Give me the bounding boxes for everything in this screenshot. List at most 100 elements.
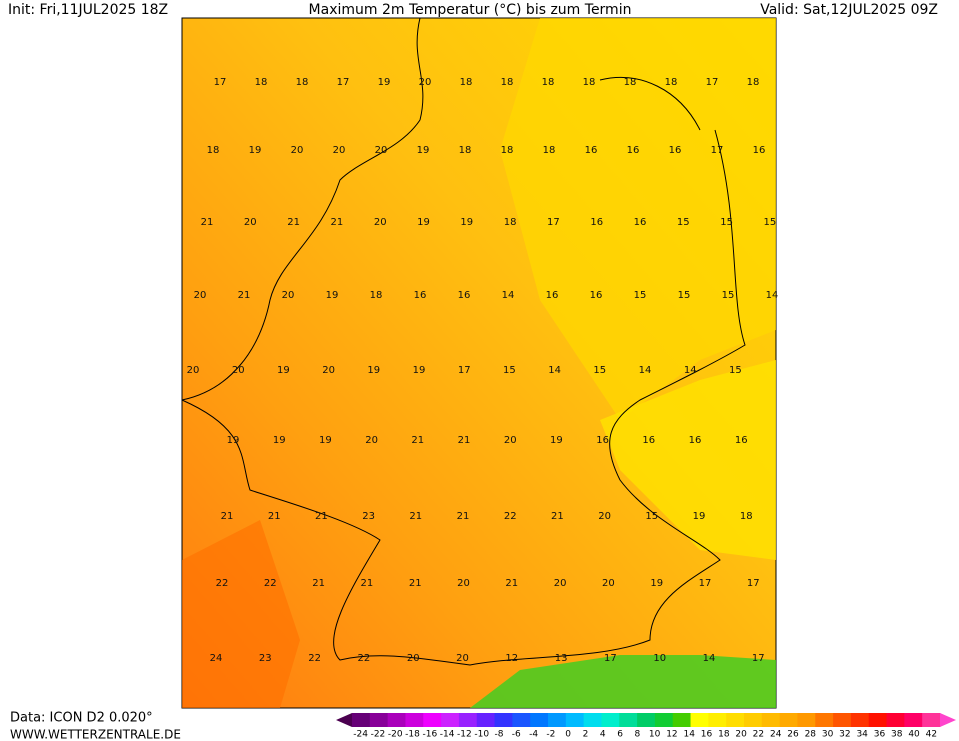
scale-label: -18 xyxy=(405,730,420,740)
station-value: 20 xyxy=(232,365,245,376)
station-value: 21 xyxy=(268,511,281,522)
scale-label: 28 xyxy=(805,730,817,740)
scale-label: 40 xyxy=(908,730,920,740)
station-value: 20 xyxy=(504,435,517,446)
station-value: 19 xyxy=(378,77,391,88)
station-value: 18 xyxy=(459,145,472,156)
scale-box xyxy=(815,713,834,727)
station-value: 22 xyxy=(216,578,229,589)
station-value: 19 xyxy=(693,511,706,522)
scale-label: -2 xyxy=(546,730,555,740)
station-value: 20 xyxy=(554,578,567,589)
station-value: 15 xyxy=(677,217,690,228)
station-value: 18 xyxy=(740,511,753,522)
station-value: 22 xyxy=(264,578,277,589)
scale-label: 14 xyxy=(684,730,696,740)
scale-box xyxy=(583,713,602,727)
scale-box xyxy=(708,713,727,727)
station-value: 21 xyxy=(409,578,422,589)
scale-label: 6 xyxy=(617,730,623,740)
station-value: 24 xyxy=(210,653,223,664)
station-value: 21 xyxy=(411,435,424,446)
station-value: 20 xyxy=(419,77,432,88)
scale-label: 18 xyxy=(718,730,730,740)
scale-box xyxy=(850,713,870,727)
station-value: 21 xyxy=(201,217,214,228)
station-value: 19 xyxy=(550,435,563,446)
station-value: 16 xyxy=(642,435,655,446)
scale-label: 38 xyxy=(891,730,903,740)
scale-box xyxy=(726,713,745,727)
station-value: 17 xyxy=(547,217,560,228)
station-value: 18 xyxy=(504,217,517,228)
station-value: 21 xyxy=(312,578,325,589)
station-value: 15 xyxy=(764,217,777,228)
station-value: 21 xyxy=(458,435,471,446)
station-value: 20 xyxy=(291,145,304,156)
station-value: 15 xyxy=(720,217,733,228)
station-value: 16 xyxy=(596,435,609,446)
station-value: 14 xyxy=(639,365,652,376)
scale-box xyxy=(441,713,460,727)
scale-label: 0 xyxy=(565,730,571,740)
station-value: 19 xyxy=(326,290,339,301)
scale-box xyxy=(512,713,531,727)
scale-box xyxy=(672,713,692,727)
station-value: 18 xyxy=(542,77,555,88)
station-value: 17 xyxy=(747,578,760,589)
station-value: 22 xyxy=(504,511,517,522)
station-value: 15 xyxy=(593,365,606,376)
station-value: 16 xyxy=(590,290,603,301)
scale-label: -24 xyxy=(353,730,368,740)
station-value: 15 xyxy=(729,365,742,376)
station-value: 17 xyxy=(711,145,724,156)
scale-box xyxy=(601,713,620,727)
scale-box xyxy=(744,713,763,727)
cool-region xyxy=(500,18,776,420)
scale-box xyxy=(405,713,424,727)
station-value: 20 xyxy=(322,365,335,376)
scale-label: 4 xyxy=(600,730,606,740)
station-value: 19 xyxy=(367,365,380,376)
scale-box xyxy=(458,713,478,727)
station-value: 19 xyxy=(277,365,290,376)
station-value: 17 xyxy=(604,653,617,664)
station-value: 14 xyxy=(703,653,716,664)
station-value: 20 xyxy=(282,290,295,301)
station-value: 21 xyxy=(238,290,251,301)
warm-region xyxy=(182,520,300,708)
scale-label: 26 xyxy=(787,730,799,740)
scale-arrow xyxy=(336,713,352,727)
map-title: Maximum 2m Temperatur (°C) bis zum Termi… xyxy=(309,2,632,18)
map-area xyxy=(181,17,777,709)
scale-label: -20 xyxy=(388,730,403,740)
station-value: 21 xyxy=(409,511,422,522)
station-value: 18 xyxy=(460,77,473,88)
station-value: 12 xyxy=(505,653,518,664)
scale-label: 36 xyxy=(874,730,886,740)
station-value: 19 xyxy=(417,217,430,228)
station-value: 20 xyxy=(602,578,615,589)
station-value: 16 xyxy=(585,145,598,156)
station-values: 17 18 18 17 19 20 18 18 18 18 18 18 17 18 18 19 20 20 20 19… xyxy=(187,77,779,664)
station-value: 15 xyxy=(634,290,647,301)
scale-label: 34 xyxy=(856,730,868,740)
station-value: 15 xyxy=(645,511,658,522)
station-value: 21 xyxy=(221,511,234,522)
station-value: 17 xyxy=(337,77,350,88)
station-value: 18 xyxy=(370,290,383,301)
scale-label: -8 xyxy=(495,730,504,740)
station-value: 20 xyxy=(375,145,388,156)
station-value: 14 xyxy=(766,290,779,301)
station-value: 16 xyxy=(627,145,640,156)
scale-label: 24 xyxy=(770,730,782,740)
station-value: 20 xyxy=(407,653,420,664)
station-value: 19 xyxy=(650,578,663,589)
station-value: 16 xyxy=(669,145,682,156)
scale-label: 42 xyxy=(926,730,937,740)
station-value: 14 xyxy=(548,365,561,376)
station-value: 16 xyxy=(590,217,603,228)
scale-box xyxy=(779,713,798,727)
station-value: 19 xyxy=(319,435,332,446)
